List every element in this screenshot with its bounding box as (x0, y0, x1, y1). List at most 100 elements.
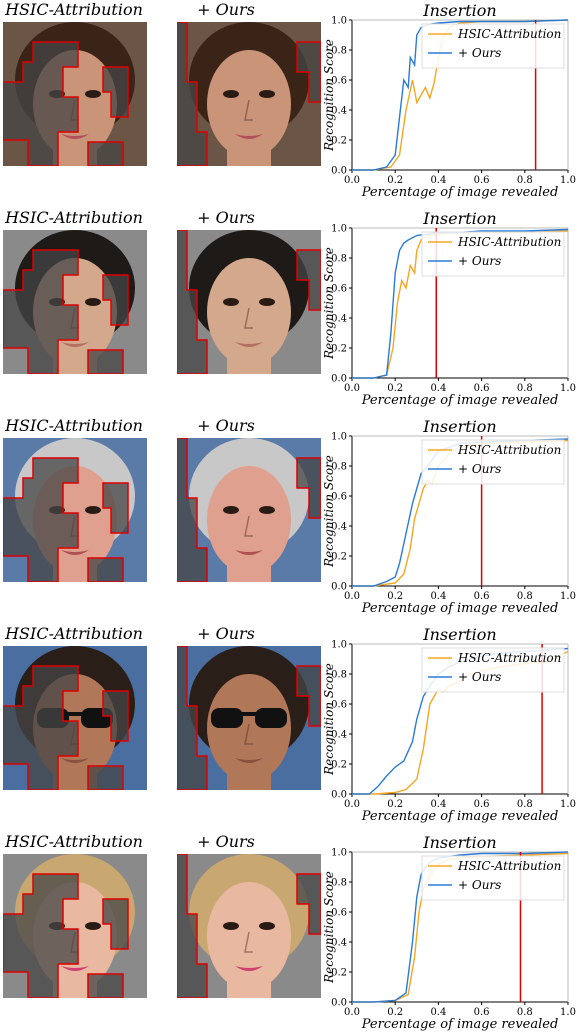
insertion-chart: Insertion 0.0 0.2 0.4 0.6 0.8 1.0 0.0 0.2 0.4 0.6 0… (322, 833, 576, 1032)
insertion-chart: Insertion 0.0 0.2 0.4 0.6 0.8 1.0 0.0 0.2 0.4 0.6 0… (322, 417, 576, 616)
attribution-mask-region (87, 765, 124, 791)
insertion-chart-container: Insertion 0.0 0.2 0.4 0.6 0.8 1.0 0.0 0.2 0.4 0.6 0… (322, 624, 579, 824)
right-eye (259, 506, 275, 514)
ours-label: + Ours (197, 624, 255, 643)
attribution-mask-region (102, 898, 129, 950)
nose-line (244, 515, 253, 537)
x-tick-label: 0.4 (430, 175, 446, 186)
ours-label: + Ours (197, 208, 255, 227)
ours-label: + Ours (197, 832, 255, 851)
x-axis-label: Percentage of image revealed (361, 809, 559, 824)
x-tick-label: 0.0 (344, 1007, 360, 1018)
y-tick-label: 0.0 (331, 166, 347, 177)
x-tick-label: 0.2 (387, 175, 403, 186)
ours-label: + Ours (197, 0, 255, 19)
ours-label: + Ours (197, 416, 255, 435)
y-tick-label: 1.0 (331, 640, 347, 651)
neck-shape (53, 150, 97, 166)
y-axis-label: Recognition Score (322, 663, 336, 776)
y-tick-label: 0.6 (331, 700, 347, 711)
y-axis-label: Recognition Score (322, 871, 336, 984)
neck-shape (227, 774, 271, 790)
x-tick-label: 0.2 (387, 799, 403, 810)
mouth-shape (61, 758, 89, 763)
y-tick-label: 0.4 (331, 938, 347, 949)
insertion-chart-container: Insertion 0.0 0.2 0.4 0.6 0.8 1.0 0.0 0.2 0.4 0.6 0… (322, 0, 579, 200)
y-tick-label: 0.6 (331, 492, 347, 503)
face-shape (207, 674, 291, 782)
chart-legend: HSIC-Attribution + Ours (421, 647, 565, 693)
y-tick-label: 1.0 (331, 16, 347, 27)
hsic-attribution-label: HSIC-Attribution (5, 832, 143, 851)
face-photo-hsic (2, 854, 147, 999)
hsic-attribution-label: HSIC-Attribution (5, 0, 143, 19)
x-tick-label: 1.0 (560, 799, 576, 810)
insertion-chart: Insertion 0.0 0.2 0.4 0.6 0.8 1.0 0.0 0.2 0.4 0.6 0… (322, 625, 576, 824)
x-tick-label: 0.6 (474, 175, 490, 186)
x-tick-label: 0.2 (387, 1007, 403, 1018)
y-tick-label: 0.0 (331, 790, 347, 801)
x-tick-label: 0.0 (344, 175, 360, 186)
legend-entry: HSIC-Attribution (457, 27, 561, 41)
right-eye (85, 506, 101, 514)
x-tick-label: 1.0 (560, 383, 576, 394)
nose-line (244, 99, 253, 121)
y-tick-label: 0.4 (331, 730, 347, 741)
sunglasses-left-lens (211, 708, 243, 728)
face-photo-ours (176, 853, 322, 999)
right-eye (85, 298, 101, 306)
y-tick-label: 0.8 (331, 462, 347, 473)
y-tick-label: 0.8 (331, 46, 347, 57)
face-photo-hsic (2, 230, 147, 375)
neck-shape (53, 774, 97, 790)
legend-box (421, 855, 565, 901)
attribution-mask-region (102, 274, 129, 326)
x-tick-label: 0.4 (430, 383, 446, 394)
nose-line (244, 307, 253, 329)
x-tick-label: 0.0 (344, 591, 360, 602)
insertion-chart-container: Insertion 0.0 0.2 0.4 0.6 0.8 1.0 0.0 0.2 0.4 0.6 0… (322, 416, 579, 616)
chart-title: Insertion (422, 1, 496, 20)
attribution-mask-region (102, 66, 129, 118)
y-tick-label: 0.2 (331, 136, 347, 147)
x-axis-label: Percentage of image revealed (361, 601, 559, 616)
hsic-attribution-image (2, 854, 147, 999)
right-eye (259, 90, 275, 98)
legend-entry: + Ours (458, 878, 501, 892)
sunglasses-bridge (241, 712, 257, 716)
hsic-attribution-image (2, 646, 147, 791)
legend-entry: + Ours (458, 462, 501, 476)
mouth-shape (235, 966, 263, 971)
neck-shape (227, 358, 271, 374)
ours-attribution-image (176, 229, 322, 375)
y-tick-label: 0.2 (331, 968, 347, 979)
x-tick-label: 0.0 (344, 799, 360, 810)
mouth-shape (61, 134, 89, 139)
x-tick-label: 1.0 (560, 175, 576, 186)
y-tick-label: 0.6 (331, 908, 347, 919)
right-eye (85, 90, 101, 98)
x-tick-label: 1.0 (560, 591, 576, 602)
legend-entry: HSIC-Attribution (457, 443, 561, 457)
neck-shape (53, 982, 97, 998)
insertion-chart-container: Insertion 0.0 0.2 0.4 0.6 0.8 1.0 0.0 0.2 0.4 0.6 0… (322, 208, 579, 408)
face-photo-hsic (2, 438, 147, 583)
chart-legend: HSIC-Attribution + Ours (421, 23, 565, 69)
mouth-shape (235, 342, 263, 347)
x-axis-label: Percentage of image revealed (361, 393, 559, 408)
y-axis-label: Recognition Score (322, 247, 336, 360)
face-shape (207, 50, 291, 158)
chart-title: Insertion (422, 625, 496, 644)
face-shape (207, 882, 291, 990)
attribution-mask-region (87, 141, 124, 167)
hsic-attribution-label: HSIC-Attribution (5, 624, 143, 643)
x-tick-label: 0.6 (474, 799, 490, 810)
neck-shape (53, 358, 97, 374)
ours-attribution-image (176, 21, 322, 167)
chart-title: Insertion (422, 209, 496, 228)
neck-shape (227, 566, 271, 582)
mouth-shape (235, 550, 263, 555)
face-photo-ours (176, 229, 322, 375)
mouth-shape (61, 342, 89, 347)
y-tick-label: 0.2 (331, 552, 347, 563)
